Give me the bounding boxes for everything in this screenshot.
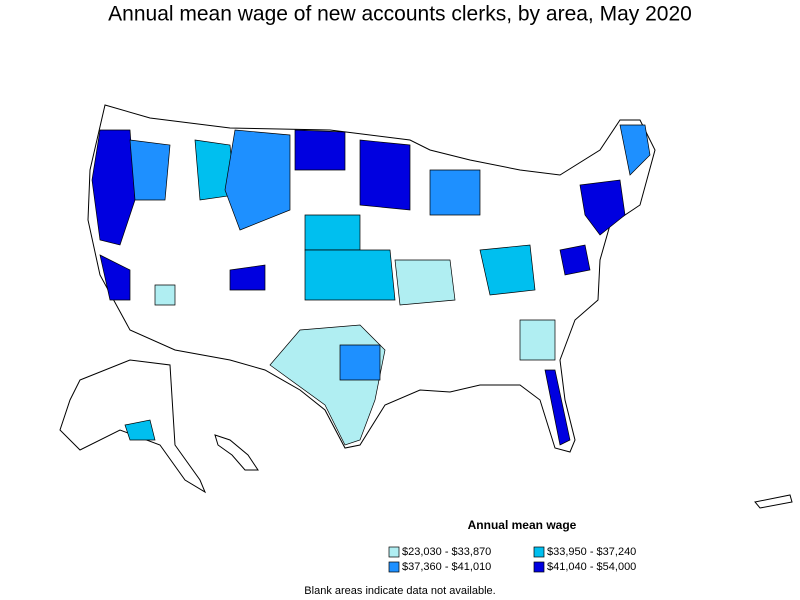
- legend-label: $33,950 - $37,240: [547, 546, 636, 558]
- legend-label: $23,030 - $33,870: [402, 546, 491, 558]
- region: [229, 264, 266, 291]
- region: [304, 214, 361, 251]
- region: [224, 129, 291, 231]
- region: [154, 284, 176, 306]
- region: [304, 249, 396, 301]
- region: [294, 129, 346, 171]
- legend-swatch: [388, 561, 400, 573]
- legend-swatch: [533, 546, 545, 558]
- region: [394, 259, 456, 306]
- map-title: Annual mean wage of new accounts clerks,…: [108, 3, 692, 26]
- legend-swatch: [533, 561, 545, 573]
- legend-label: $41,040 - $54,000: [547, 561, 636, 573]
- region: [519, 319, 556, 361]
- region: [91, 129, 136, 246]
- puerto-rico: [754, 494, 793, 509]
- hawaii: [214, 434, 259, 471]
- region: [359, 139, 411, 211]
- legend: Annual mean wage $23,030 - $33,870 $33,95…: [388, 518, 636, 573]
- region: [129, 139, 171, 201]
- region: [429, 169, 481, 216]
- region: [579, 179, 626, 236]
- legend-label: $37,360 - $41,010: [402, 561, 491, 573]
- legend-swatch: [388, 546, 400, 558]
- region: [559, 244, 591, 276]
- region: [619, 124, 651, 176]
- region: [339, 344, 381, 381]
- region: [99, 254, 131, 301]
- legend-title: Annual mean wage: [468, 518, 577, 532]
- region: [124, 419, 156, 441]
- note: Blank areas indicate data not available.: [304, 585, 495, 597]
- region: [479, 244, 536, 296]
- region: [544, 369, 571, 446]
- map: [59, 104, 793, 509]
